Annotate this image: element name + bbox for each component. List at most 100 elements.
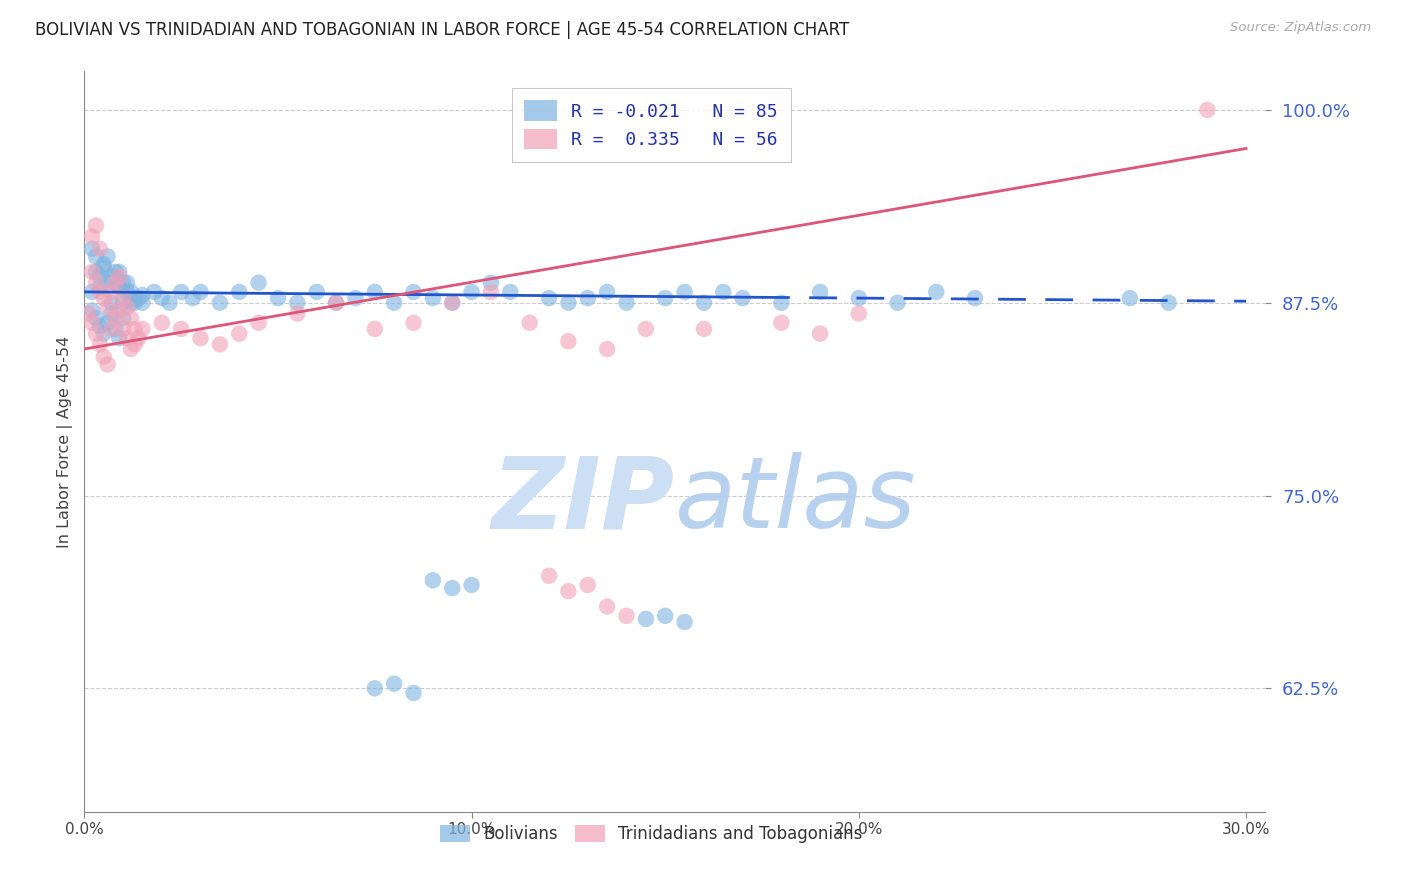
Point [402, 686, 425, 700]
Point [108, 280, 131, 294]
Point [115, 276, 138, 290]
Point [382, 676, 405, 690]
Point [115, 331, 138, 345]
Point [84, 311, 107, 326]
Point [557, 334, 579, 349]
Point [441, 295, 464, 310]
Point [97, 358, 120, 372]
Point [808, 285, 831, 299]
Point [120, 285, 142, 299]
Point [104, 276, 127, 290]
Point [441, 581, 464, 595]
Point [131, 288, 153, 302]
Point [422, 291, 444, 305]
Point [596, 599, 619, 614]
Point [150, 316, 173, 330]
Point [402, 316, 425, 330]
Point [82, 242, 104, 256]
Point [131, 295, 153, 310]
Point [112, 311, 135, 326]
Point [190, 331, 212, 345]
Point [170, 322, 193, 336]
Point [84, 276, 107, 290]
Point [89, 285, 111, 299]
Point [285, 306, 308, 320]
Legend: Bolivians, Trinidadians and Tobagonians: Bolivians, Trinidadians and Tobagonians [432, 817, 870, 852]
Point [364, 285, 387, 299]
Point [460, 578, 482, 592]
Point [422, 574, 444, 588]
Point [112, 295, 135, 310]
Point [1157, 295, 1180, 310]
Point [325, 295, 347, 310]
Point [97, 316, 120, 330]
Point [479, 276, 502, 290]
Point [305, 285, 328, 299]
Point [82, 229, 104, 244]
Point [128, 331, 150, 345]
Point [519, 316, 541, 330]
Point [557, 295, 579, 310]
Point [124, 291, 146, 305]
Point [112, 322, 135, 336]
Point [228, 285, 250, 299]
Point [124, 322, 146, 336]
Point [285, 295, 308, 310]
Point [89, 280, 111, 294]
Point [89, 269, 111, 284]
Point [100, 322, 122, 336]
Point [100, 269, 122, 284]
Point [460, 285, 482, 299]
Point [848, 306, 870, 320]
Point [82, 316, 104, 330]
Point [120, 311, 142, 326]
Point [247, 316, 270, 330]
Point [654, 291, 676, 305]
Point [382, 295, 405, 310]
Point [93, 350, 115, 364]
Point [848, 291, 870, 305]
Point [499, 285, 522, 299]
Point [963, 291, 986, 305]
Point [100, 295, 122, 310]
Point [731, 291, 754, 305]
Point [479, 285, 502, 299]
Point [93, 291, 115, 305]
Point [170, 285, 193, 299]
Text: atlas: atlas [675, 452, 917, 549]
Point [97, 249, 120, 263]
Point [108, 303, 131, 318]
Point [89, 337, 111, 351]
Point [100, 285, 122, 299]
Point [115, 285, 138, 299]
Point [82, 265, 104, 279]
Point [441, 295, 464, 310]
Point [124, 295, 146, 310]
Text: Source: ZipAtlas.com: Source: ZipAtlas.com [1230, 21, 1371, 34]
Point [770, 316, 793, 330]
Point [364, 681, 387, 696]
Point [124, 337, 146, 351]
Point [84, 249, 107, 263]
Point [596, 342, 619, 356]
Point [120, 295, 142, 310]
Point [100, 306, 122, 320]
Point [208, 295, 231, 310]
Point [93, 326, 115, 341]
Point [89, 242, 111, 256]
Point [247, 276, 270, 290]
Point [537, 568, 560, 582]
Point [634, 612, 657, 626]
Point [89, 318, 111, 333]
Point [143, 285, 166, 299]
Y-axis label: In Labor Force | Age 45-54: In Labor Force | Age 45-54 [58, 335, 73, 548]
Point [104, 311, 127, 326]
Point [228, 326, 250, 341]
Point [84, 219, 107, 233]
Point [808, 326, 831, 341]
Point [82, 303, 104, 318]
Point [84, 265, 107, 279]
Point [115, 301, 138, 315]
Point [112, 291, 135, 305]
Point [711, 285, 734, 299]
